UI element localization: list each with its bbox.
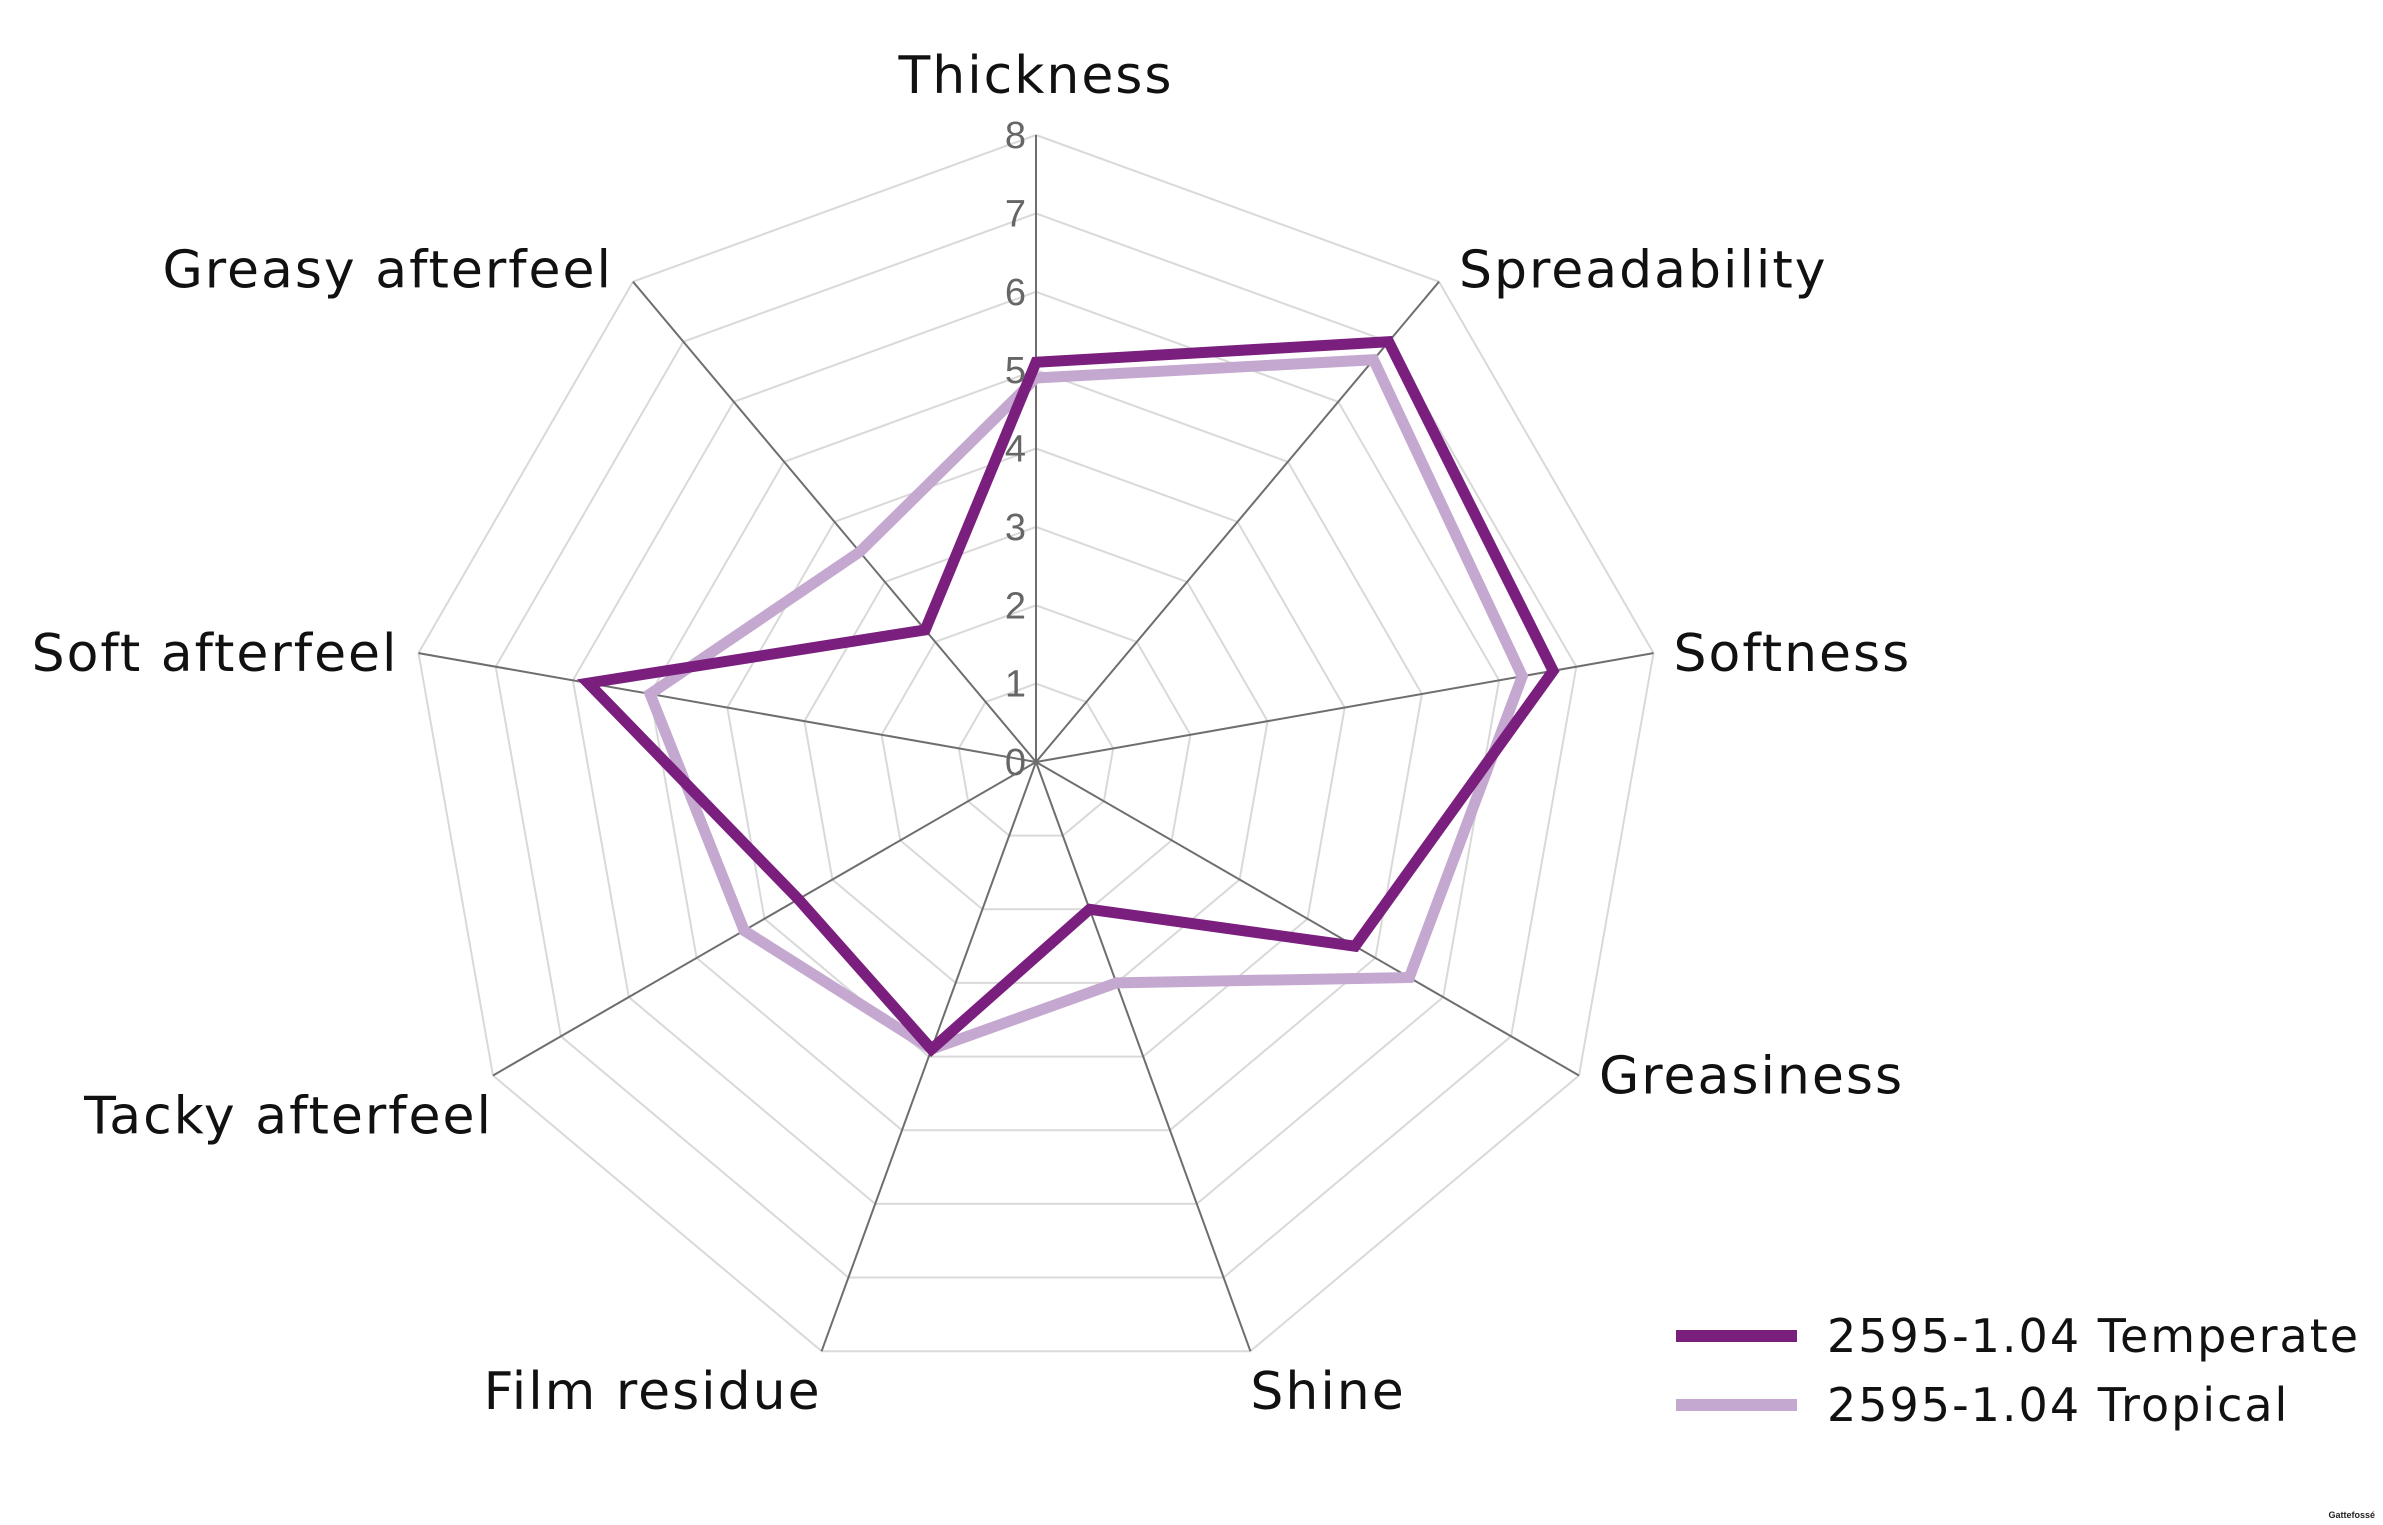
axis-label-shine: Shine	[1250, 1362, 1405, 1422]
grid-ring-5	[649, 369, 1423, 1132]
grid-ring-6	[571, 290, 1501, 1205]
series-line-2595-1-04-temperate	[576, 335, 1560, 1057]
tick-label-2: 2	[1005, 585, 1026, 627]
axis-label-greasiness: Greasiness	[1599, 1047, 1904, 1107]
tick-label-7: 7	[1005, 193, 1026, 235]
grid-ring-7	[494, 212, 1578, 1279]
tick-label-8: 8	[1005, 115, 1026, 157]
tick-label-4: 4	[1005, 429, 1026, 471]
axis-label-film-residue: Film residue	[484, 1362, 822, 1422]
grid-ring-1	[957, 682, 1115, 837]
grid-ring-8	[417, 133, 1655, 1353]
tick-label-3: 3	[1005, 507, 1026, 549]
grid-ring-3	[803, 525, 1269, 984]
grid-ring-4	[726, 447, 1346, 1058]
axis-label-thickness: Thickness	[897, 46, 1173, 106]
spoke-greasiness	[1035, 761, 1580, 1077]
spoke-shine	[1035, 761, 1252, 1352]
spoke-tacky-afterfeel	[492, 761, 1037, 1077]
watermark: Gattefossé	[2328, 1510, 2375, 1520]
tick-label-1: 1	[1005, 664, 1026, 706]
axis-label-greasy-afterfeel: Greasy afterfeel	[162, 241, 613, 301]
tick-label-5: 5	[1005, 350, 1026, 392]
spoke-softness	[1035, 652, 1654, 763]
spoke-film-residue	[820, 761, 1037, 1352]
tick-label-0: 0	[1005, 742, 1026, 784]
legend-label: 2595-1.04 Temperate	[1827, 1309, 2360, 1363]
legend-label: 2595-1.04 Tropical	[1827, 1378, 2289, 1432]
legend: 2595-1.04 Temperate 2595-1.04 Tropical	[1676, 1309, 2360, 1432]
radar-series	[576, 335, 1560, 1057]
axis-label-tacky-afterfeel: Tacky afterfeel	[83, 1087, 493, 1147]
tick-label-6: 6	[1005, 272, 1026, 314]
legend-item: 2595-1.04 Tropical	[1676, 1378, 2289, 1432]
radar-grid	[417, 133, 1655, 1353]
grid-ring-2	[880, 604, 1192, 911]
axis-label-spreadability: Spreadability	[1459, 241, 1828, 301]
axis-label-softness: Softness	[1674, 624, 1912, 684]
legend-item: 2595-1.04 Temperate	[1676, 1309, 2360, 1363]
series-line-2595-1-04-tropical	[643, 354, 1529, 1056]
axis-label-soft-afterfeel: Soft afterfeel	[32, 624, 399, 684]
axis-labels: Thickness Spreadability Softness Greasiness…	[32, 46, 1912, 1422]
spoke-soft-afterfeel	[418, 652, 1037, 763]
spoke-greasy-afterfeel	[632, 281, 1037, 763]
radial-tick-labels: 0 1 2 3 4 5 6 7 8	[1005, 115, 1026, 784]
